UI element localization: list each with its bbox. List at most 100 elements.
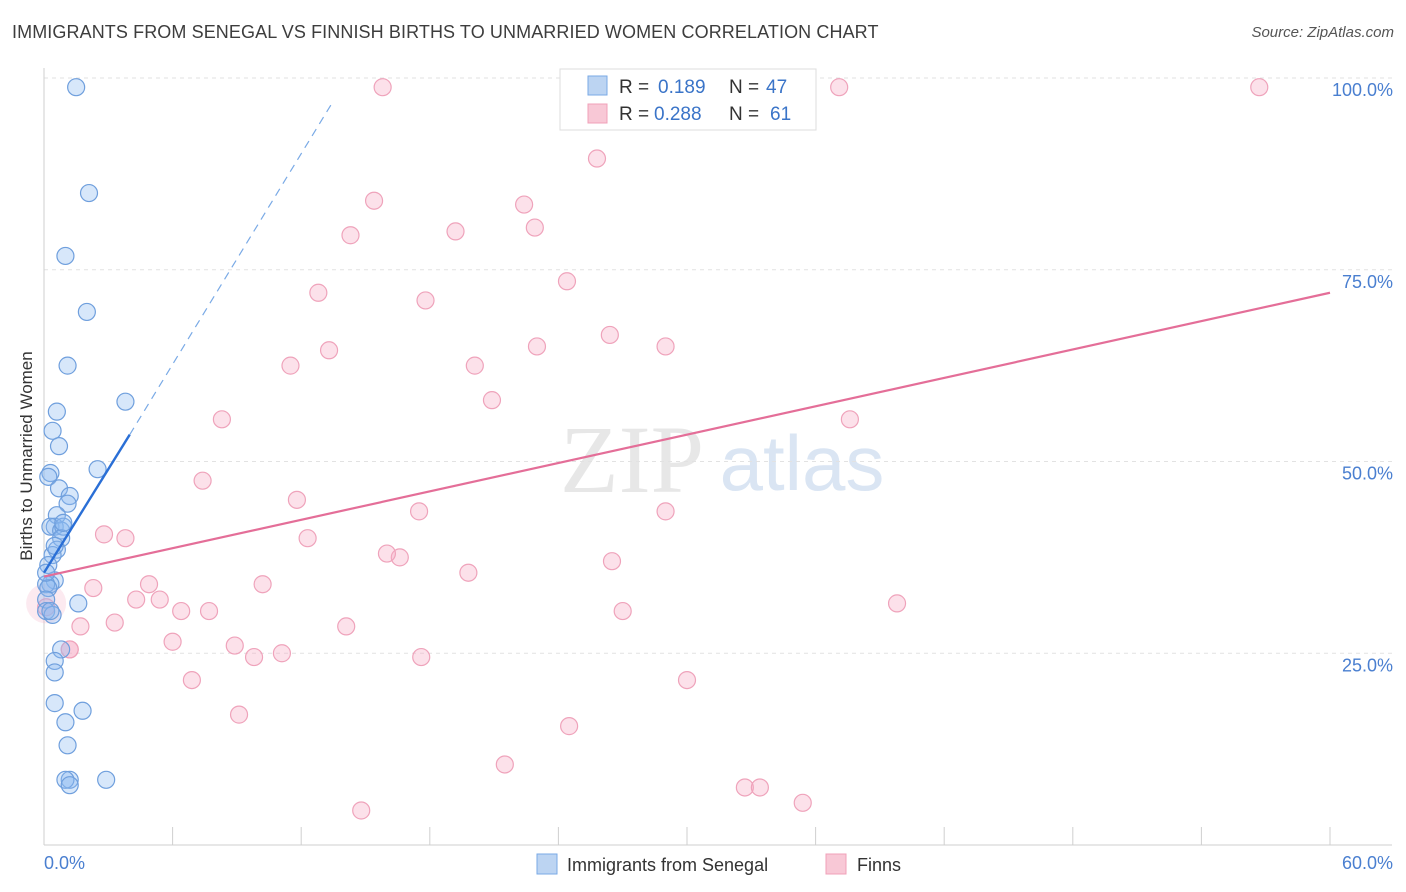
legend-swatch-finns [587,103,608,124]
finns-point-51 [182,670,201,690]
senegal-point-39 [60,770,79,789]
senegal-point-8 [49,437,69,456]
finns-point-50 [412,647,431,667]
senegal-point-14 [58,494,77,513]
legend-n-value-1: 47 [766,77,787,98]
y-tick-label-0: 25.0% [1342,655,1393,675]
finns-point-48 [244,647,264,667]
finns-points [26,78,1269,820]
source-label: Source: ZipAtlas.com [1251,24,1394,41]
finns-point-25 [94,525,114,544]
x-tick-label-1: 60.0% [1342,853,1393,873]
finns-point-21 [193,471,212,490]
finns-point-53 [229,705,249,724]
finns-point-13 [319,341,339,360]
legend-r-value-1: 0.189 [658,77,706,98]
finns-point-10 [309,283,328,302]
senegal-point-3 [77,302,96,322]
finns-point-8 [525,218,544,237]
tick-labels: 25.0% 50.0% 75.0% 100.0% 0.0% 60.0% [44,80,1393,873]
senegal-trend-extension [129,100,334,435]
finns-point-36 [150,590,169,609]
senegal-point-35 [45,694,64,713]
gridlines [44,77,1392,654]
bottom-legend-swatch-finns [825,853,847,875]
senegal-point-37 [56,713,75,732]
finns-trend-line [43,291,1331,578]
chart-title: IMMIGRANTS FROM SENEGAL VS FINNISH BIRTH… [12,22,879,42]
legend-n-value-2: 61 [770,104,791,125]
senegal-point-38 [58,736,77,755]
bottom-legend-swatch-senegal [536,853,558,875]
finns-point-56 [735,778,754,797]
senegal-points [37,78,135,795]
senegal-point-11 [88,460,107,479]
finns-point-24 [656,502,675,521]
finns-point-12 [600,325,619,345]
senegal-point-1 [79,183,99,203]
finns-point-22 [287,490,307,509]
finns-point-20 [840,410,859,429]
senegal-point-43 [41,601,60,621]
senegal-point-41 [60,776,79,795]
finns-point-38 [199,601,219,621]
finns-point-5 [515,195,534,214]
finns-point-23 [409,502,429,521]
finns-point-30 [602,552,622,571]
finns-point-15 [656,337,675,356]
finns-point-32 [84,578,103,598]
finns-point-54 [560,717,579,736]
y-axis-label: Births to Unmarried Women [17,351,36,560]
legend-n-label-1: N = [729,77,759,98]
series-legend: Immigrants from Senegal Finns [536,853,901,875]
senegal-point-29 [69,594,88,613]
finns-point-7 [446,222,465,241]
finns-point-41 [105,613,124,632]
finns-point-31 [459,563,478,582]
finns-point-39 [887,594,907,613]
finns-point-14 [527,337,547,356]
axes [43,68,1392,846]
senegal-point-0 [67,78,86,97]
finns-point-0 [373,78,392,97]
senegal-point-46 [54,513,73,532]
senegal-point-34 [45,663,64,682]
finns-point-55 [495,755,514,774]
finns-point-3 [587,149,607,168]
y-tick-label-3: 100.0% [1332,80,1393,100]
senegal-point-7 [43,421,62,440]
finns-point-43 [337,617,356,636]
finns-point-52 [677,670,697,690]
watermark-atlas: atlas [720,419,885,507]
finns-point-45 [225,636,244,655]
legend-r-label-1: R = [619,77,649,98]
senegal-point-4 [58,356,77,375]
finns-point-42 [71,617,90,636]
legend-n-label-2: N = [729,104,759,125]
finns-point-35 [127,590,146,609]
finns-point-2 [1250,78,1269,97]
finns-point-59 [352,801,371,820]
finns-point-37 [172,601,191,621]
finns-point-44 [163,632,182,651]
finns-point-17 [465,356,484,375]
senegal-trend-line [42,434,131,574]
finns-point-29 [377,544,397,563]
finns-point-26 [116,529,135,548]
bottom-legend-finns: Finns [857,855,901,875]
legend-r-label-2: R = [619,104,649,125]
x-tick-label-0: 0.0% [44,853,85,873]
senegal-point-32 [52,640,71,659]
finns-point-4 [364,191,384,210]
watermark-zip: ZIP [560,406,704,513]
senegal-point-10 [39,467,58,486]
finns-point-27 [298,529,317,548]
senegal-point-2 [56,246,75,266]
finns-point-18 [482,391,502,410]
finns-point-11 [416,291,435,310]
finns-point-19 [212,410,231,429]
finns-point-58 [793,793,812,812]
senegal-point-36 [73,701,92,720]
finns-point-16 [281,356,300,375]
